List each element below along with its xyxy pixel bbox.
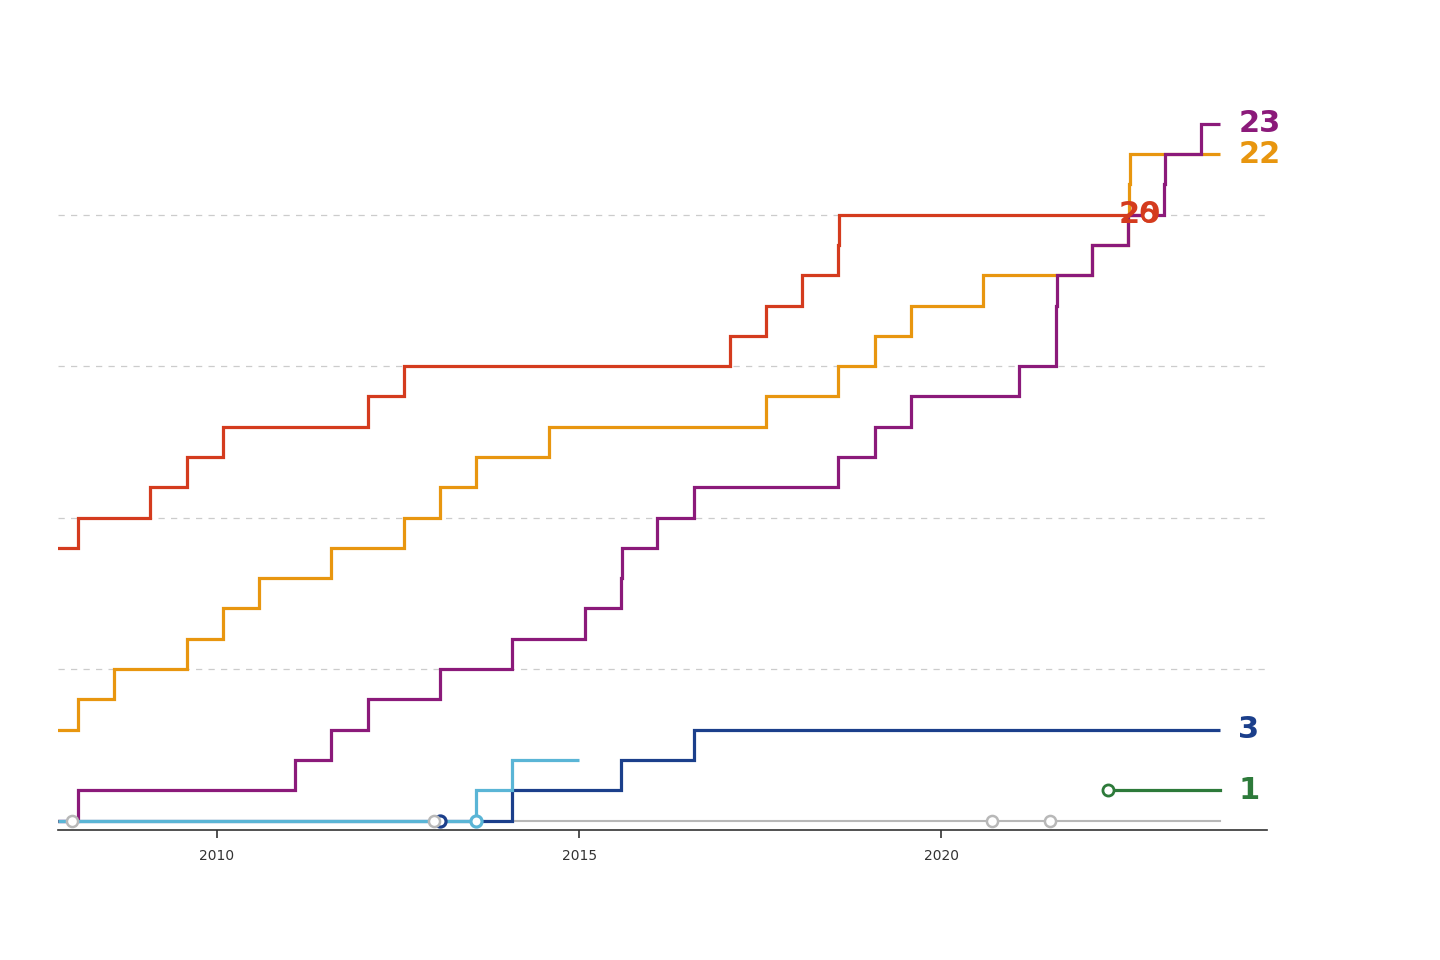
Text: 3: 3 bbox=[1238, 715, 1260, 744]
Text: 22: 22 bbox=[1238, 139, 1280, 169]
Text: 1: 1 bbox=[1238, 776, 1260, 804]
Text: 20: 20 bbox=[1119, 200, 1161, 229]
Text: 23: 23 bbox=[1238, 109, 1280, 138]
